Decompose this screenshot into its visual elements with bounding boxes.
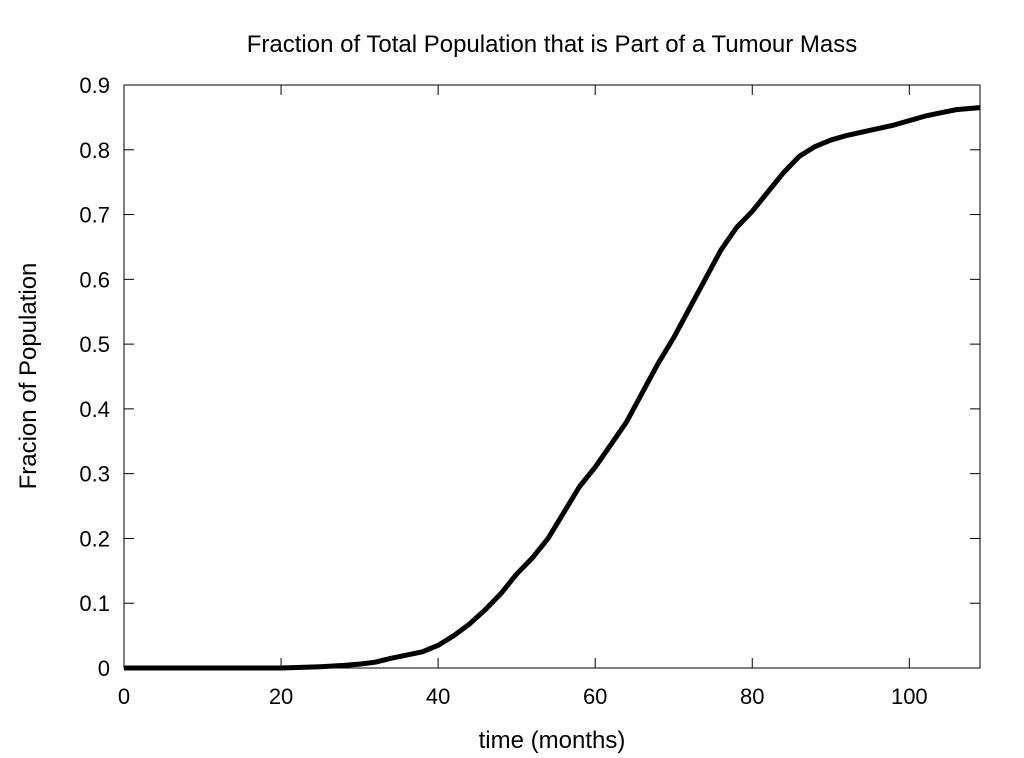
y-tick-label: 0.9 [79, 73, 110, 98]
x-tick-label: 40 [426, 684, 450, 709]
y-tick-label: 0 [98, 656, 110, 681]
x-tick-label: 60 [583, 684, 607, 709]
y-axis-label: Fracion of Population [15, 263, 42, 490]
x-axis-label: time (months) [479, 727, 626, 754]
series-layer [124, 105, 981, 671]
y-tick-label: 0.8 [79, 138, 110, 163]
plot-frame [123, 84, 981, 669]
x-tick-label: 80 [740, 684, 764, 709]
chart-title: Fraction of Total Population that is Par… [247, 31, 858, 58]
x-tick-label: 20 [269, 684, 293, 709]
y-tick-label: 0.1 [79, 591, 110, 616]
y-tick-label: 0.6 [79, 267, 110, 292]
y-tick-label: 0.3 [79, 462, 110, 487]
y-tick-label: 0.4 [79, 397, 110, 422]
x-tick-label: 0 [118, 684, 130, 709]
y-tick-label: 0.5 [79, 332, 110, 357]
y-tick-label: 0.2 [79, 526, 110, 551]
y-tick-label: 0.7 [79, 203, 110, 228]
series-line [124, 105, 981, 671]
x-tick-label: 100 [891, 684, 928, 709]
tick-labels: 0 0.1 0.2 0.3 0.4 0.5 0.6 0.7 0.8 0.9 0 20 40 60 80 100 [79, 73, 927, 709]
tick-marks [123, 84, 980, 669]
